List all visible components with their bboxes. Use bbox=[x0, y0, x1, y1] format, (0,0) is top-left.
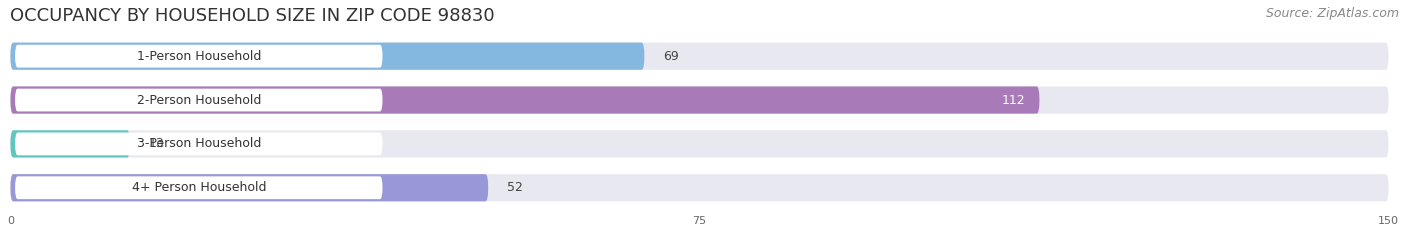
FancyBboxPatch shape bbox=[15, 89, 382, 111]
FancyBboxPatch shape bbox=[15, 133, 382, 155]
Text: 1-Person Household: 1-Person Household bbox=[136, 50, 262, 63]
Text: 2-Person Household: 2-Person Household bbox=[136, 93, 262, 106]
Text: Source: ZipAtlas.com: Source: ZipAtlas.com bbox=[1265, 7, 1399, 20]
FancyBboxPatch shape bbox=[10, 130, 129, 158]
Text: 52: 52 bbox=[506, 181, 523, 194]
Text: 69: 69 bbox=[662, 50, 679, 63]
FancyBboxPatch shape bbox=[10, 130, 1389, 158]
FancyBboxPatch shape bbox=[10, 174, 1389, 201]
FancyBboxPatch shape bbox=[10, 86, 1389, 114]
FancyBboxPatch shape bbox=[10, 43, 644, 70]
FancyBboxPatch shape bbox=[10, 43, 1389, 70]
FancyBboxPatch shape bbox=[15, 45, 382, 68]
FancyBboxPatch shape bbox=[15, 176, 382, 199]
Text: OCCUPANCY BY HOUSEHOLD SIZE IN ZIP CODE 98830: OCCUPANCY BY HOUSEHOLD SIZE IN ZIP CODE … bbox=[10, 7, 495, 25]
FancyBboxPatch shape bbox=[10, 174, 488, 201]
Text: 4+ Person Household: 4+ Person Household bbox=[132, 181, 266, 194]
Text: 13: 13 bbox=[148, 137, 165, 151]
Text: 112: 112 bbox=[1002, 93, 1025, 106]
Text: 3-Person Household: 3-Person Household bbox=[136, 137, 262, 151]
FancyBboxPatch shape bbox=[10, 86, 1039, 114]
